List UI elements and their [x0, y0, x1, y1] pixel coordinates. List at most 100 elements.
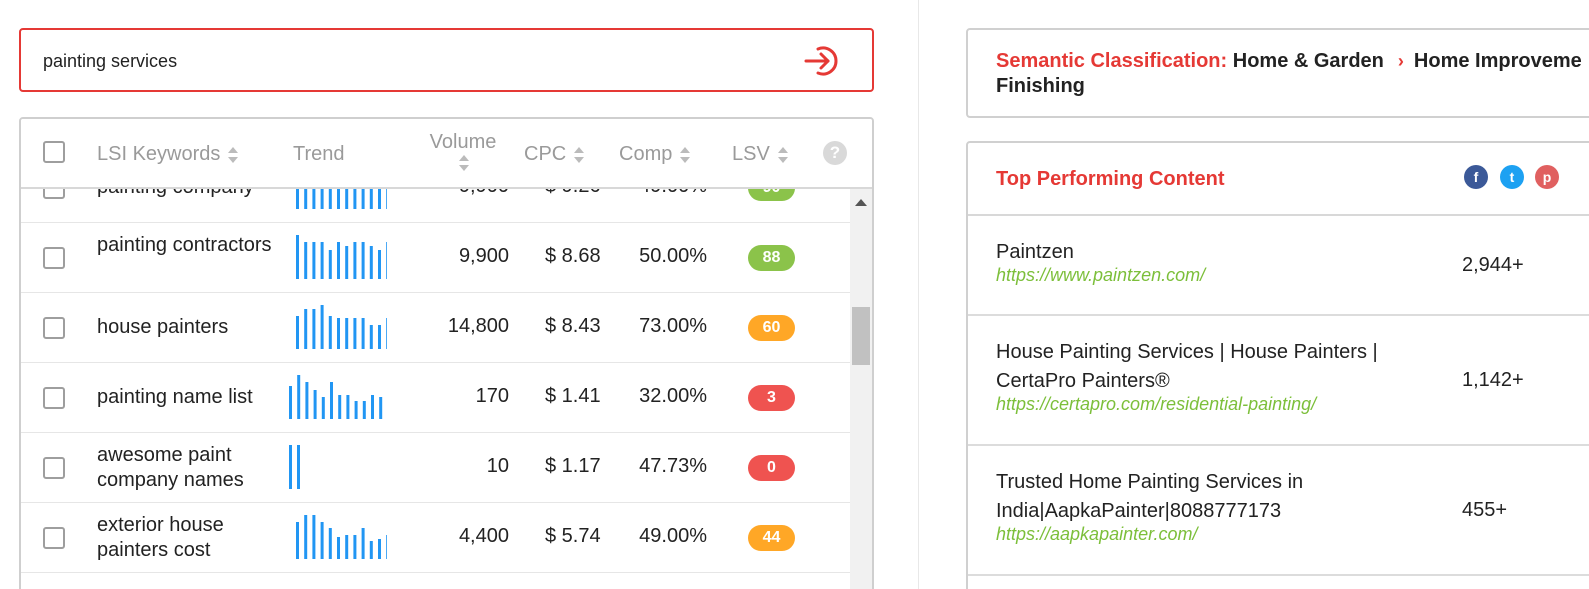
trend-bar: [337, 242, 340, 279]
cpc-cell: $ 8.43: [545, 315, 601, 337]
table-row: painting company 9,900 $ 9.26 49.00% 90: [21, 189, 850, 223]
trend-bar: [361, 318, 365, 349]
help-icon[interactable]: ?: [823, 141, 847, 165]
facebook-icon[interactable]: f: [1464, 165, 1488, 189]
trend-bar: [289, 445, 292, 489]
header-comp[interactable]: Comp: [619, 143, 691, 166]
row-checkbox[interactable]: [43, 317, 65, 339]
header-volume-label: Volume: [429, 131, 497, 153]
trend-bar: [304, 309, 308, 349]
table-row: painting contractors 9,900 $ 8.68 50.00% 88: [21, 223, 850, 293]
row-checkbox[interactable]: [43, 189, 65, 199]
comp-cell: 49.00%: [639, 525, 707, 547]
trend-bar: [369, 541, 373, 559]
scroll-up-arrow-icon[interactable]: [855, 199, 867, 206]
semantic-crumb: Finishing: [996, 75, 1085, 97]
row-checkbox[interactable]: [43, 457, 65, 479]
row-checkbox[interactable]: [43, 527, 65, 549]
table-body: painting company9,900$ 9.2649.00%90paint…: [21, 189, 850, 589]
volume-cell: 14,800: [447, 315, 509, 337]
trend-bar: [371, 395, 374, 419]
volume-cell: 9,900: [458, 245, 509, 267]
share-count: 455+: [1462, 499, 1508, 521]
table-row: awesome paint company names 10 $ 1.17 47.73…: [21, 433, 850, 503]
keyword-cell[interactable]: exterior house painters cost: [97, 514, 224, 561]
trend-bar: [369, 189, 373, 209]
cpc-cell: $ 1.17: [545, 455, 601, 477]
trend-bar: [386, 189, 387, 209]
trend-bar: [320, 305, 324, 349]
comp-cell: 32.00%: [639, 385, 707, 407]
trend-bar: [378, 325, 381, 349]
content-url-link[interactable]: https://www.paintzen.com/: [996, 265, 1206, 285]
trend-sparkline: [289, 375, 383, 419]
share-count: 2,944+: [1462, 254, 1524, 276]
trend-bar: [330, 382, 333, 419]
row-checkbox[interactable]: [43, 387, 65, 409]
keyword-cell[interactable]: painting contractors: [97, 234, 272, 256]
lsv-badge: 44: [748, 525, 795, 551]
sort-icon: [574, 146, 585, 164]
top-content-title: Top Performing Content: [996, 168, 1225, 190]
trend-bar: [337, 318, 340, 349]
trend-bar: [305, 382, 309, 419]
header-cpc[interactable]: CPC: [524, 143, 585, 166]
trend-bar: [320, 242, 324, 279]
select-all-checkbox[interactable]: [43, 141, 65, 163]
header-volume[interactable]: Volume: [425, 131, 501, 178]
trend-bar: [320, 189, 324, 209]
header-cpc-label: CPC: [524, 143, 567, 165]
trend-bar: [369, 246, 373, 279]
content-url-link[interactable]: https://certapro.com/residential-paintin…: [996, 394, 1317, 414]
keyword-cell[interactable]: painting company: [97, 189, 277, 200]
keyword-cell[interactable]: awesome paint company names: [97, 444, 244, 491]
keyword-cell[interactable]: painting name list: [97, 386, 253, 408]
trend-bar: [296, 235, 299, 279]
header-trend: Trend: [293, 143, 345, 165]
twitter-icon[interactable]: t: [1500, 165, 1524, 189]
header-lsi-keywords[interactable]: LSI Keywords: [97, 143, 239, 166]
trend-bar: [353, 535, 357, 559]
trend-sparkline: [296, 189, 387, 209]
trend-bar: [304, 242, 308, 279]
semantic-classification-panel: Semantic Classification: Home & Garden › H…: [966, 28, 1589, 118]
pinterest-icon[interactable]: p: [1535, 165, 1559, 189]
trend-bar: [328, 528, 332, 559]
search-input[interactable]: [43, 48, 763, 74]
header-comp-label: Comp: [619, 143, 673, 165]
trend-sparkline: [296, 305, 387, 349]
trend-bar: [328, 316, 332, 349]
cpc-cell: $ 8.68: [545, 245, 601, 267]
header-lsv[interactable]: LSV: [732, 143, 788, 166]
trend-bar: [354, 401, 358, 419]
lsv-badge: 60: [748, 315, 795, 341]
table-row: house painters 14,800 $ 8.43 73.00% 60: [21, 293, 850, 363]
semantic-crumb: Home Improveme: [1413, 50, 1582, 72]
content-title[interactable]: Trusted Home Painting Services in India|…: [996, 471, 1304, 522]
volume-cell: 9,900: [459, 189, 509, 198]
header-lsi-keywords-label: LSI Keywords: [97, 143, 221, 165]
trend-bar: [345, 246, 349, 279]
trend-bar: [289, 386, 292, 419]
semantic-crumb: Home & Garden: [1232, 50, 1384, 72]
scroll-thumb[interactable]: [852, 307, 870, 365]
row-checkbox[interactable]: [43, 247, 65, 269]
content-title[interactable]: Paintzen: [996, 241, 1074, 263]
keyword-cell[interactable]: house painters: [97, 316, 229, 338]
trend-bar: [386, 535, 387, 559]
trend-bar: [312, 189, 316, 209]
panel-divider: [918, 0, 919, 589]
content-url-link[interactable]: https://aapkapainter.com/: [996, 524, 1198, 544]
header-lsv-label: LSV: [732, 143, 770, 165]
trend-bar: [346, 395, 350, 419]
trend-bar: [378, 189, 381, 209]
trend-bar: [353, 242, 357, 279]
login-arrow-icon[interactable]: [804, 43, 840, 79]
scrollbar[interactable]: [850, 189, 872, 589]
volume-cell: 4,400: [458, 525, 509, 547]
trend-bar: [328, 250, 332, 279]
trend-bar: [313, 390, 317, 419]
trend-bar: [312, 309, 316, 349]
content-title[interactable]: House Painting Services | House Painters…: [996, 341, 1378, 392]
trend-bar: [386, 318, 387, 349]
